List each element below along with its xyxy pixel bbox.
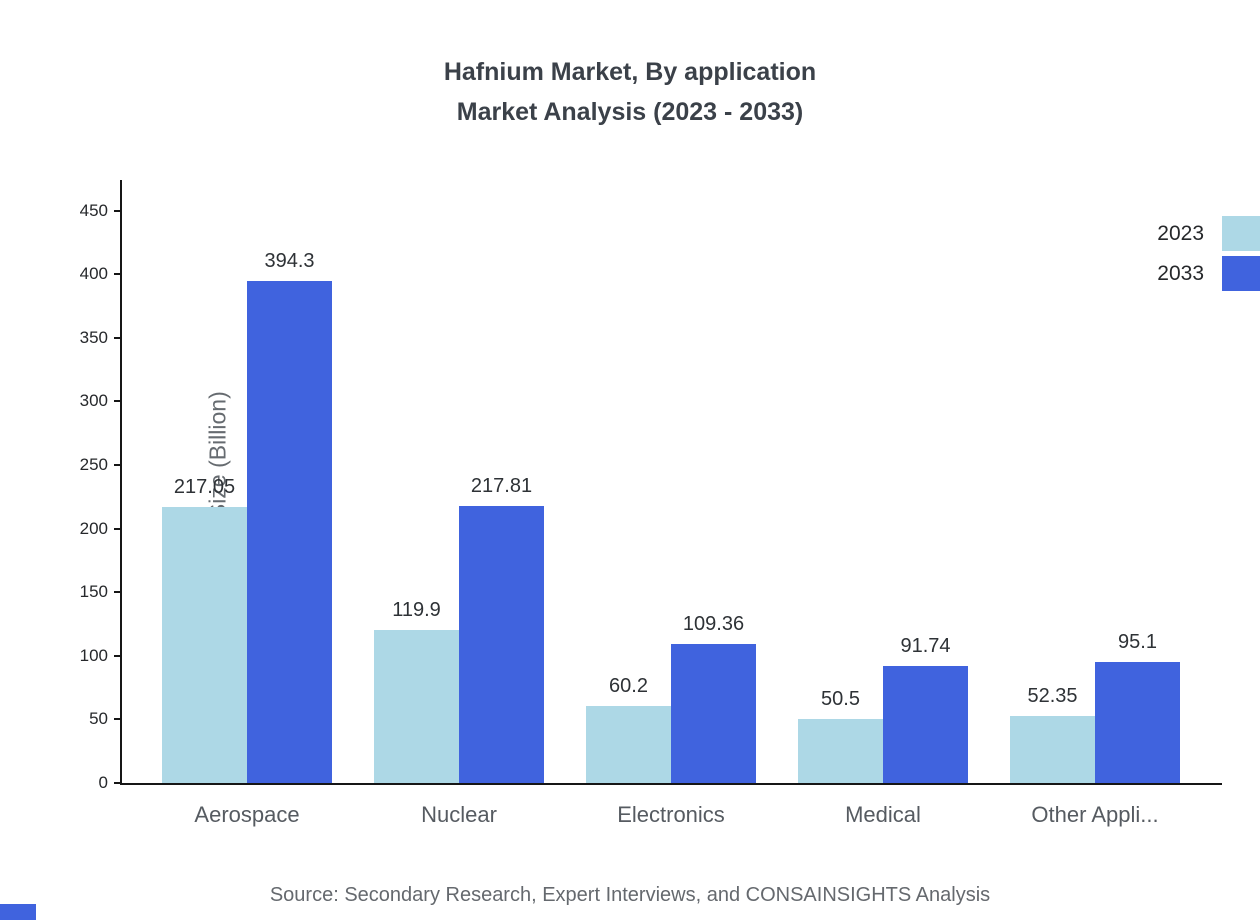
y-tick-mark xyxy=(114,209,122,212)
y-tick-mark xyxy=(114,718,122,721)
y-tick-label: 450 xyxy=(79,200,108,220)
bar-value-label: 95.1 xyxy=(1118,631,1157,654)
legend-label: 2033 xyxy=(1157,261,1204,285)
bar-value-label: 109.36 xyxy=(682,612,745,635)
bar-2033-nuclear[interactable]: 217.81 xyxy=(459,475,544,783)
y-tick-label: 400 xyxy=(79,264,108,284)
bar-2033-medical[interactable]: 91.74 xyxy=(883,635,968,783)
legend-swatch xyxy=(1222,216,1260,251)
y-tick-mark xyxy=(114,782,122,784)
bar-2023-nuclear[interactable]: 119.9 xyxy=(374,599,459,783)
bar-group-other-appli: 52.35 95.1 Other Appli... xyxy=(989,180,1201,827)
chart-title: Hafnium Market, By application Market An… xyxy=(0,52,1260,132)
legend-item-2023[interactable]: 2023 xyxy=(1157,216,1260,251)
bar-value-label: 119.9 xyxy=(392,599,441,622)
bar-series-container: 217.05 394.3 Aerospace 119.9 217.81 Nuclear 60… xyxy=(122,180,1222,827)
y-tick-label: 300 xyxy=(79,391,108,411)
y-tick-label: 50 xyxy=(89,709,108,729)
bar-value-label: 91.74 xyxy=(900,635,951,658)
y-tick-label: 250 xyxy=(79,454,108,474)
y-tick-label: 150 xyxy=(79,582,108,602)
y-tick-label: 0 xyxy=(98,773,108,792)
bar-group-medical: 50.5 91.74 Medical xyxy=(777,180,989,827)
bar-group-electronics: 60.2 109.36 Electronics xyxy=(565,180,777,827)
y-tick-label: 350 xyxy=(79,327,108,347)
y-tick-mark xyxy=(114,654,122,657)
x-axis-category-label-medical: Medical xyxy=(845,802,921,827)
y-tick-label: 100 xyxy=(79,645,108,665)
bar-2023-medical[interactable]: 50.5 xyxy=(798,688,883,783)
source-attribution: Source: Secondary Research, Expert Inter… xyxy=(269,884,991,906)
y-tick-mark xyxy=(114,463,122,466)
y-tick-mark xyxy=(114,400,122,403)
bar-value-label: 394.3 xyxy=(264,250,315,273)
bar-group-aerospace: 217.05 394.3 Aerospace xyxy=(141,180,353,827)
y-tick-mark xyxy=(114,527,122,530)
bar-2033-electronics[interactable]: 109.36 xyxy=(671,613,756,783)
bar-value-label: 217.05 xyxy=(173,475,236,498)
chart-plot-area: Market Size (Billion) 0 50 100 150 200 250 300… xyxy=(80,180,1222,827)
bar-group-nuclear: 119.9 217.81 Nuclear xyxy=(353,180,565,827)
bar-2033-aerospace[interactable]: 394.3 xyxy=(247,250,332,783)
legend: 2023 2033 xyxy=(1157,216,1260,296)
logo-fragment xyxy=(0,904,36,920)
x-axis-category-label-electronics: Electronics xyxy=(617,802,725,827)
bar-value-label: 60.2 xyxy=(609,675,648,698)
y-tick-mark xyxy=(114,336,122,339)
bar-value-label: 50.5 xyxy=(821,687,860,710)
bar-2023-other-appli[interactable]: 52.35 xyxy=(1010,685,1095,783)
chart-title-line1: Hafnium Market, By application xyxy=(443,58,817,86)
bar-value-label: 217.81 xyxy=(470,474,533,497)
bar-2023-electronics[interactable]: 60.2 xyxy=(586,675,671,783)
x-axis-category-label-other-appli: Other Appli... xyxy=(1031,802,1159,827)
y-tick-mark xyxy=(114,273,122,276)
bar-value-label: 52.35 xyxy=(1027,685,1078,708)
x-axis-category-label-aerospace: Aerospace xyxy=(194,802,300,827)
y-tick-label: 200 xyxy=(79,518,108,538)
y-tick-mark xyxy=(114,591,122,594)
legend-item-2033[interactable]: 2033 xyxy=(1157,256,1260,291)
y-axis-ticks: 0 50 100 150 200 250 300 350 400 450 xyxy=(80,180,1222,792)
legend-swatch xyxy=(1222,256,1260,291)
chart-title-line2: Market Analysis (2023 - 2033) xyxy=(456,98,804,126)
legend-label: 2023 xyxy=(1157,221,1204,245)
bar-2023-aerospace[interactable]: 217.05 xyxy=(162,476,247,783)
x-axis-category-label-nuclear: Nuclear xyxy=(421,802,497,827)
bar-2033-other-appli[interactable]: 95.1 xyxy=(1095,631,1180,783)
